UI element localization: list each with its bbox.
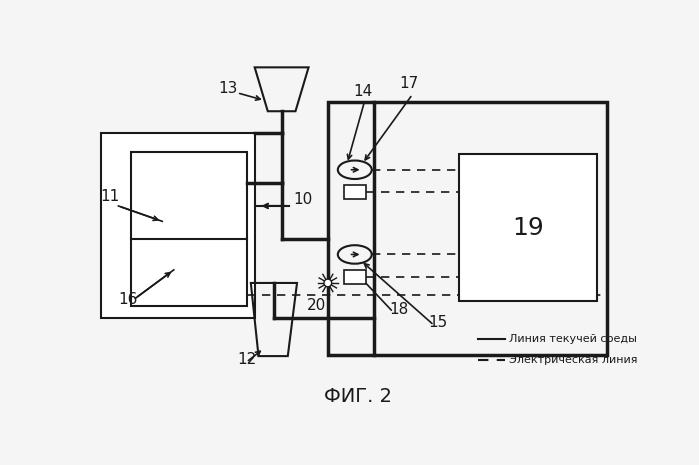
Text: Линия текучей среды: Линия текучей среды (509, 334, 637, 344)
Text: 13: 13 (219, 81, 238, 96)
Bar (131, 152, 247, 306)
Bar (459, 154, 598, 301)
Bar (344, 185, 366, 199)
Text: 11: 11 (101, 189, 120, 204)
Circle shape (324, 279, 331, 287)
Text: ФИГ. 2: ФИГ. 2 (324, 387, 392, 406)
Text: Электрическая линия: Электрическая линия (509, 355, 637, 365)
Text: 17: 17 (399, 76, 418, 91)
Text: 16: 16 (118, 292, 138, 307)
Bar (344, 270, 366, 284)
Text: 15: 15 (428, 315, 447, 330)
Text: 10: 10 (293, 192, 312, 206)
Bar (328, 102, 607, 354)
Text: 18: 18 (389, 302, 409, 317)
Text: 20: 20 (307, 298, 326, 313)
Bar (101, 133, 254, 318)
Text: 12: 12 (238, 352, 257, 367)
Text: 19: 19 (512, 215, 544, 239)
Text: 14: 14 (353, 84, 372, 99)
